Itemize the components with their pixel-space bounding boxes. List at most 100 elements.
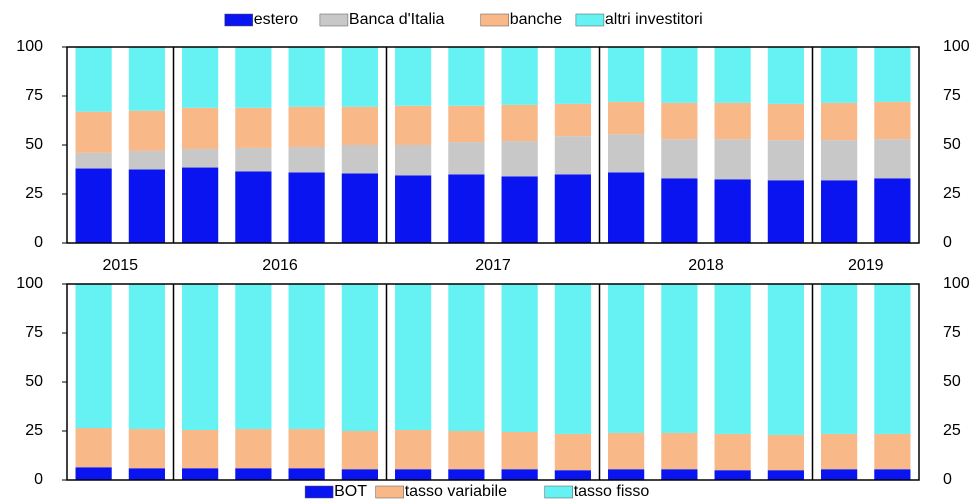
y-tick-label: 50 <box>25 136 43 153</box>
bar-segment <box>235 47 272 108</box>
bar-segment <box>128 150 165 170</box>
bar-segment <box>182 47 219 108</box>
bar-segment <box>661 432 698 470</box>
bar-segment <box>448 174 485 243</box>
bar-segment <box>767 284 804 435</box>
bar-segment <box>608 47 645 102</box>
legend-swatch <box>575 13 605 27</box>
legend-swatch <box>304 485 334 499</box>
y-tick-label: 100 <box>16 275 43 292</box>
bar-segment <box>714 179 751 243</box>
y-tick-label: 75 <box>25 324 43 341</box>
bar-segment <box>448 431 485 470</box>
bar-segment <box>501 284 538 432</box>
bar-segment <box>75 168 112 243</box>
y2-tick-label: 75 <box>943 324 961 341</box>
legend-label: tasso variabile <box>405 483 507 500</box>
bar-segment <box>395 47 432 106</box>
x-group-label: 2015 <box>102 257 138 274</box>
legend-label: tasso fisso <box>574 483 650 500</box>
legend-label: estero <box>254 11 299 28</box>
bar-segment <box>554 136 591 175</box>
y-tick-label: 25 <box>25 422 43 439</box>
y-tick-label: 100 <box>16 38 43 55</box>
bar-segment <box>75 152 112 169</box>
bar-segment <box>448 47 485 106</box>
plot-frame <box>66 283 920 481</box>
bar-segment <box>874 433 911 470</box>
y2-tick-label: 0 <box>943 234 952 251</box>
bar-segment <box>608 432 645 470</box>
bar-segment <box>75 111 112 153</box>
bar-segment <box>182 107 219 149</box>
bar-segment <box>235 468 272 480</box>
x-group-label: 2018 <box>688 257 724 274</box>
bar-segment <box>608 284 645 433</box>
bar-segment <box>821 102 858 141</box>
bar-segment <box>554 284 591 434</box>
bar-segment <box>235 429 272 469</box>
bar-segment <box>874 469 911 480</box>
bar-segment <box>288 106 325 147</box>
bar-segment <box>182 284 219 431</box>
y-tick-label: 75 <box>25 87 43 104</box>
bar-segment <box>288 172 325 243</box>
legend-label: Banca d'Italia <box>349 11 445 28</box>
legend-swatch <box>544 485 573 499</box>
x-group-label: 2019 <box>848 257 884 274</box>
plot-frame <box>66 46 920 244</box>
bar-segment <box>608 469 645 480</box>
bar-segment <box>395 469 432 480</box>
bar-segment <box>821 433 858 470</box>
bar-segment <box>75 284 112 429</box>
bar-segment <box>128 284 165 430</box>
y2-tick-label: 25 <box>943 422 961 439</box>
bar-segment <box>874 101 911 140</box>
bar-segment <box>501 431 538 470</box>
bar-segment <box>554 174 591 243</box>
bar-segment <box>395 430 432 470</box>
bar-segment <box>661 139 698 179</box>
y2-tick-label: 100 <box>943 38 970 55</box>
bar-segment <box>501 104 538 142</box>
bar-segment <box>874 178 911 243</box>
bar-segment <box>448 469 485 480</box>
y2-tick-label: 50 <box>943 136 961 153</box>
legend-label: banche <box>510 11 563 28</box>
y2-tick-label: 50 <box>943 373 961 390</box>
bar-segment <box>341 145 378 174</box>
bar-segment <box>767 470 804 480</box>
bar-segment <box>767 47 804 104</box>
bar-segment <box>608 134 645 173</box>
y2-tick-label: 100 <box>943 275 970 292</box>
bar-segment <box>75 467 112 480</box>
bar-segment <box>874 47 911 102</box>
bar-segment <box>714 470 751 480</box>
bar-segment <box>554 433 591 471</box>
bar-segment <box>395 175 432 243</box>
bar-segment <box>608 101 645 135</box>
bar-segment <box>448 105 485 143</box>
bar-segment <box>235 107 272 148</box>
bar-segment <box>182 430 219 469</box>
y2-tick-label: 75 <box>943 87 961 104</box>
bar-segment <box>288 429 325 469</box>
bar-segment <box>128 468 165 480</box>
bar-segment <box>767 180 804 243</box>
bar-segment <box>288 284 325 430</box>
bar-segment <box>448 142 485 175</box>
y2-tick-label: 0 <box>943 471 952 488</box>
bar-segment <box>182 148 219 168</box>
bar-segment <box>75 47 112 112</box>
bar-segment <box>661 102 698 140</box>
bar-segment <box>235 284 272 430</box>
x-group-label: 2017 <box>475 257 511 274</box>
bar-segment <box>821 180 858 243</box>
bar-segment <box>395 145 432 176</box>
bar-segment <box>341 284 378 431</box>
bar-segment <box>554 47 591 104</box>
bar-segment <box>714 139 751 180</box>
bar-segment <box>235 171 272 243</box>
